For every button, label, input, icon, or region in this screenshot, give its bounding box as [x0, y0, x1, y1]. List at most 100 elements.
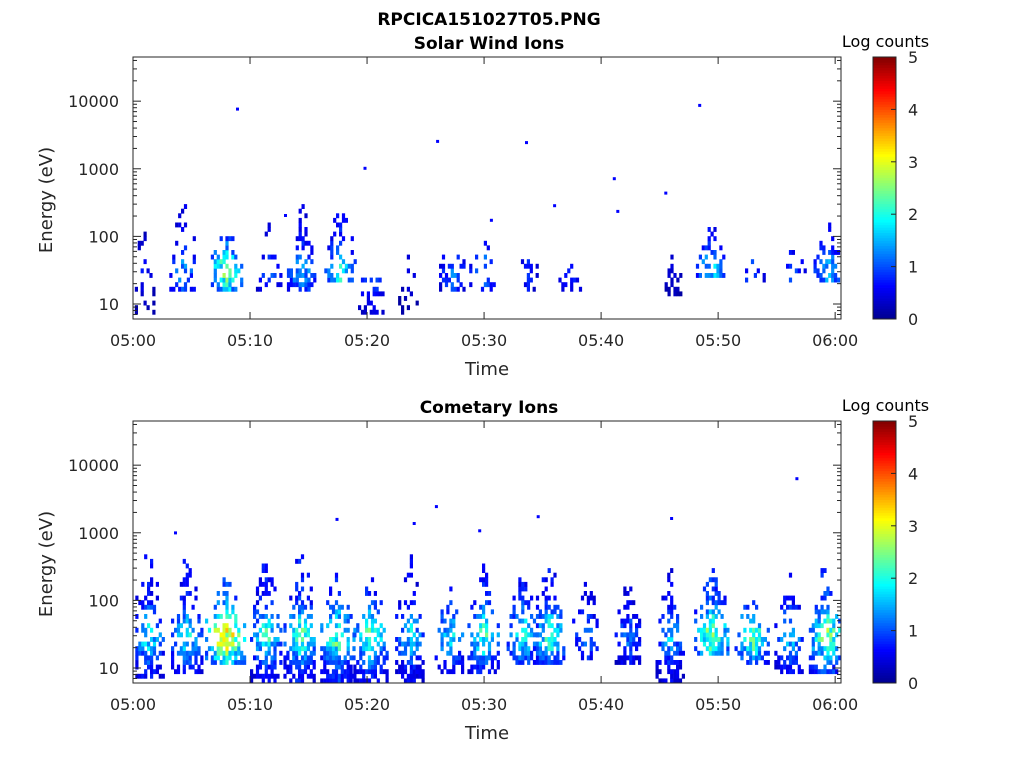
- heatmap-cell: [401, 669, 405, 675]
- heatmap-cell: [808, 669, 812, 675]
- heatmap-cell: [225, 286, 229, 292]
- heatmap-cell: [194, 655, 198, 661]
- heatmap-cell: [289, 282, 293, 288]
- heatmap-cell: [279, 641, 283, 647]
- heatmap-cell: [143, 231, 147, 237]
- heatmap-cell: [367, 604, 372, 610]
- heatmap-cell: [617, 609, 621, 615]
- heatmap-cell: [752, 637, 756, 642]
- heatmap-cell: [658, 618, 662, 624]
- heatmap-cell: [813, 259, 817, 265]
- heatmap-cell: [182, 595, 186, 601]
- heatmap-cell: [323, 678, 327, 684]
- heatmap-cell: [150, 563, 154, 569]
- heatmap-cell: [550, 650, 554, 656]
- heatmap-cell: [678, 641, 683, 647]
- heatmap-cell: [403, 641, 408, 647]
- heatmap-cell: [679, 291, 683, 297]
- heatmap-cell: [421, 673, 425, 679]
- heatmap-cell: [258, 627, 262, 633]
- heatmap-cell: [632, 641, 636, 647]
- heatmap-cell: [258, 595, 262, 601]
- heatmap-cell: [524, 655, 528, 661]
- heatmap-cell: [705, 591, 709, 596]
- heatmap-cell: [185, 618, 189, 624]
- y-tick-label: 100: [88, 227, 119, 246]
- heatmap-cell: [188, 655, 192, 661]
- heatmap-cell: [331, 660, 336, 665]
- heatmap-cell: [298, 558, 302, 564]
- heatmap-cell: [479, 627, 483, 633]
- colorbar-segment: [873, 617, 896, 621]
- heatmap-cell: [228, 614, 232, 619]
- heatmap-cell: [755, 650, 759, 656]
- heatmap-cell: [535, 655, 540, 661]
- heatmap-cell: [743, 637, 747, 642]
- heatmap-cell: [192, 259, 196, 265]
- colorbar-segment: [873, 622, 896, 626]
- heatmap-cell: [363, 166, 367, 170]
- heatmap-cell: [182, 581, 186, 587]
- heatmap-cell: [838, 627, 842, 633]
- heatmap-cell: [298, 595, 302, 601]
- heatmap-cell: [832, 650, 836, 656]
- heatmap-cell: [273, 673, 277, 679]
- heatmap-cell: [482, 655, 486, 661]
- colorbar-segment: [873, 646, 896, 650]
- heatmap-cell: [367, 664, 372, 670]
- heatmap-cell: [367, 591, 372, 596]
- heatmap-cell: [155, 623, 159, 629]
- heatmap-cell: [658, 641, 662, 647]
- heatmap-cell: [814, 609, 818, 615]
- heatmap-cell: [462, 286, 466, 292]
- heatmap-cell: [701, 259, 705, 265]
- heatmap-cell: [518, 591, 522, 596]
- heatmap-cell: [134, 286, 138, 292]
- heatmap-cell: [791, 660, 795, 665]
- heatmap-cell: [757, 627, 762, 633]
- heatmap-cell: [401, 650, 405, 656]
- heatmap-cell: [225, 245, 229, 251]
- y-tick-label: 1000: [78, 160, 119, 179]
- heatmap-cell: [406, 660, 410, 665]
- heatmap-cell: [826, 632, 830, 638]
- heatmap-cell: [506, 646, 510, 652]
- heatmap-cell: [147, 591, 151, 596]
- colorbar-segment: [873, 421, 896, 425]
- heatmap-cell: [303, 627, 308, 633]
- heatmap-cell: [378, 291, 382, 297]
- heatmap-cell: [777, 664, 781, 670]
- heatmap-cell: [626, 655, 630, 661]
- x-tick-label: 05:10: [227, 695, 273, 714]
- heatmap-cell: [323, 669, 327, 675]
- colorbar-segment: [873, 127, 896, 131]
- heatmap-cell: [670, 581, 674, 587]
- heatmap-cell: [752, 618, 756, 624]
- heatmap-cell: [213, 614, 217, 619]
- colorbar-segment: [873, 638, 896, 642]
- x-tick-label: 05:50: [695, 695, 741, 714]
- heatmap-cell: [788, 595, 793, 601]
- heatmap-cell: [286, 282, 291, 288]
- heatmap-cell: [264, 650, 268, 656]
- heatmap-cell: [292, 660, 296, 665]
- colorbar-segment: [873, 489, 896, 493]
- heatmap-cell: [141, 646, 145, 652]
- heatmap-cell: [188, 632, 192, 638]
- heatmap-cell: [267, 646, 271, 652]
- heatmap-cell: [681, 650, 685, 656]
- heatmap-cell: [479, 614, 483, 619]
- heatmap-cell: [222, 273, 226, 278]
- heatmap-cell: [313, 273, 317, 278]
- heatmap-cell: [530, 632, 534, 638]
- heatmap-cell: [359, 632, 363, 638]
- heatmap-cell: [670, 277, 674, 283]
- heatmap-cell: [258, 581, 262, 587]
- heatmap-cell: [216, 263, 220, 269]
- heatmap-cell: [616, 209, 620, 213]
- heatmap-cell: [820, 650, 824, 656]
- heatmap-cell: [521, 650, 525, 656]
- heatmap-cell: [298, 623, 302, 629]
- heatmap-cell: [564, 282, 568, 288]
